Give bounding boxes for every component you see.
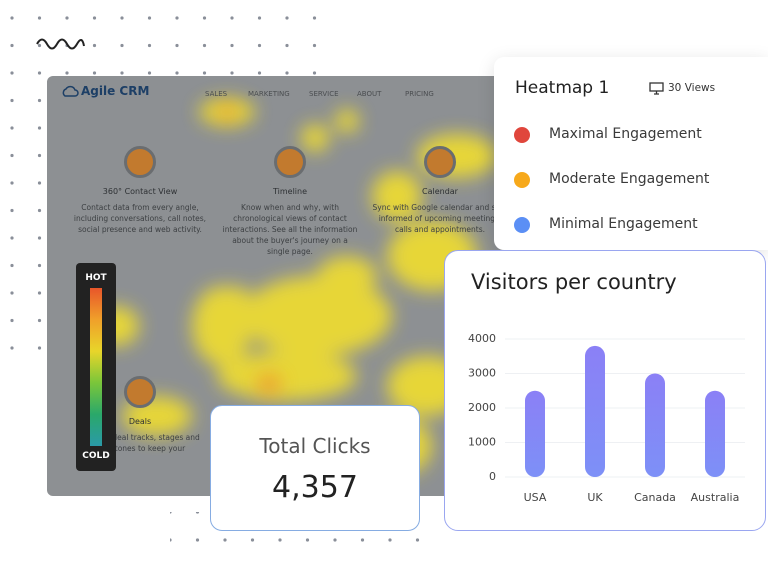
legend-label: Moderate Engagement	[549, 171, 710, 187]
y-tick-label: 0	[489, 470, 496, 483]
legend-dot	[514, 217, 530, 233]
heatmap-views: 30 Views	[668, 82, 716, 94]
logo-icon	[62, 85, 79, 97]
y-tick-label: 1000	[468, 436, 496, 449]
chart: Visitors per country 0 1000 2000 3000 4000 US…	[468, 270, 745, 504]
bar	[585, 345, 605, 477]
total-clicks-card: Total Clicks 4,357	[210, 405, 420, 531]
total-clicks-label: Total Clicks	[259, 434, 371, 458]
nav-item: MARKETING	[248, 90, 290, 98]
legend-dot	[514, 127, 530, 143]
x-tick-label: UK	[587, 491, 603, 504]
nav-item: SERVICE	[309, 90, 339, 98]
nav-item: ABOUT	[357, 90, 382, 98]
x-tick-label: USA	[524, 491, 547, 504]
heat-hot: HOT	[85, 273, 107, 283]
y-tick-label: 3000	[468, 367, 496, 380]
x-tick-label: Canada	[634, 491, 676, 504]
feature-title: Deals	[128, 417, 152, 426]
total-clicks-value: 4,357	[272, 470, 358, 505]
squiggle	[36, 38, 85, 50]
heatmap-card: Heatmap 1 30 Views Maximal Engagement Mod…	[494, 57, 768, 250]
visitors-card: Visitors per country 0 1000 2000 3000 4000 US…	[444, 250, 766, 531]
heat-scale: HOT COLD	[76, 263, 116, 471]
heat-cold: COLD	[82, 451, 110, 461]
heat-core	[217, 106, 281, 394]
nav-item: PRICING	[405, 90, 434, 98]
y-tick-label: 4000	[468, 332, 496, 345]
bar	[705, 390, 725, 477]
heatmap-title: Heatmap 1	[515, 78, 610, 98]
legend-label: Maximal Engagement	[549, 126, 702, 142]
feature-desc: Sync with Google calendar and stay infor…	[372, 203, 508, 234]
legend-dot	[514, 172, 530, 188]
dot-grid	[0, 0, 330, 80]
dot-grid	[0, 80, 48, 370]
brand: Agile CRM	[81, 84, 150, 98]
bar	[525, 390, 545, 477]
feature-title: Calendar	[422, 187, 458, 196]
x-tick-label: Australia	[691, 491, 740, 504]
bar	[645, 373, 665, 477]
feature-desc: Know when and why, with chronological vi…	[222, 203, 358, 256]
legend-label: Minimal Engagement	[549, 216, 698, 232]
feature-title: Timeline	[272, 187, 307, 196]
nav-item: SALES	[205, 90, 228, 98]
feature-desc: Manage deal tracks, stages and milestone…	[80, 433, 200, 453]
heat-gradient	[90, 288, 102, 446]
feature-icon	[124, 376, 156, 408]
y-tick-label: 2000	[468, 401, 496, 414]
feature-title: 360° Contact View	[102, 187, 178, 196]
monitor-icon	[649, 82, 664, 95]
feature-desc: Contact data from every angle, including…	[73, 203, 207, 234]
feature-icon	[424, 146, 456, 178]
chart-title: Visitors per country	[471, 270, 677, 294]
feature-icon	[124, 146, 156, 178]
feature-icon	[274, 146, 306, 178]
